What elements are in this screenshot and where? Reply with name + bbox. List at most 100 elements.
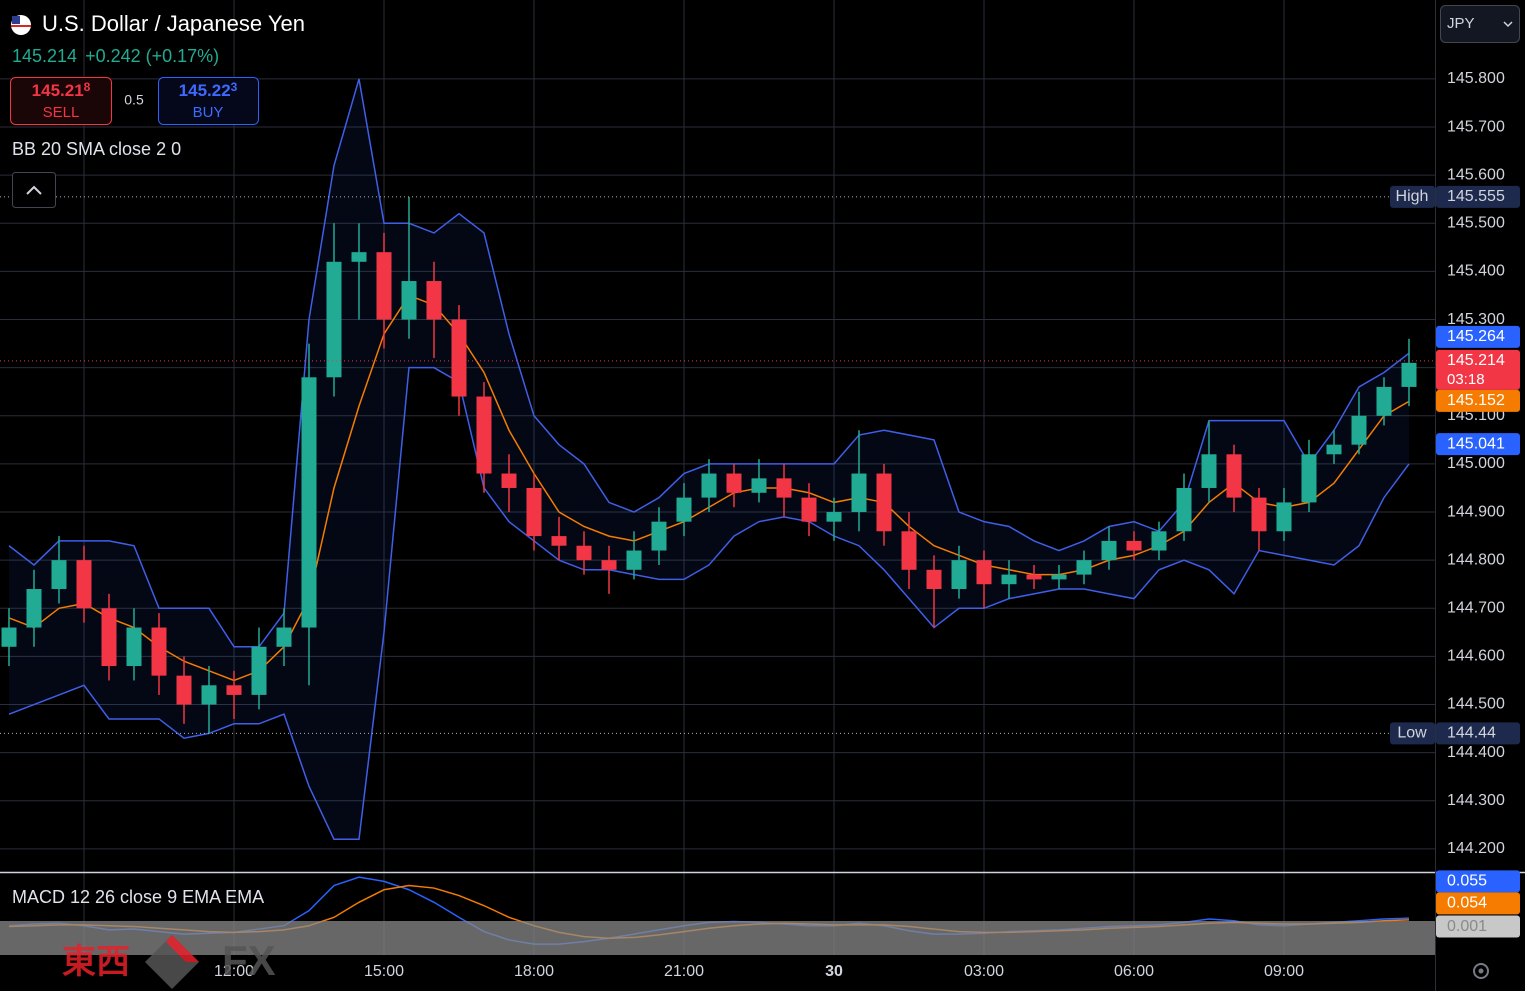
candle-body xyxy=(951,560,967,590)
candle-body xyxy=(851,473,867,513)
symbol-title: U.S. Dollar / Japanese Yen xyxy=(42,11,305,36)
macd-legend: MACD 12 26 close 9 EMA EMA xyxy=(12,887,264,907)
price-line-tag xyxy=(1390,722,1435,745)
axis-value: 145.152 xyxy=(1447,392,1505,409)
candle-body xyxy=(976,560,992,585)
price-change: +0.242 (+0.17%) xyxy=(85,46,219,66)
candle-body xyxy=(626,550,642,570)
sell-button[interactable] xyxy=(10,77,112,125)
axis-value: 145.041 xyxy=(1447,435,1505,452)
candle-body xyxy=(726,473,742,493)
grid xyxy=(0,0,1435,955)
watermark-latin: FX xyxy=(222,937,276,984)
sell-label[interactable]: SELL xyxy=(43,104,80,121)
y-tick-label: 144.800 xyxy=(1447,551,1505,568)
y-tick-label: 144.900 xyxy=(1447,503,1505,520)
candle-body xyxy=(1376,386,1392,416)
axis-value-box xyxy=(1436,870,1520,893)
candle-body xyxy=(326,261,342,378)
candle-body xyxy=(301,377,317,628)
candle-body xyxy=(1276,502,1292,532)
price-labels: High 145.555 Low 144.44 145.264 145.214 03:18 1… xyxy=(1390,185,1520,938)
sell-price[interactable]: 145.218 xyxy=(32,80,91,100)
sell-sup: 8 xyxy=(84,80,91,94)
plot xyxy=(1,78,1417,945)
candle-body xyxy=(751,478,767,493)
collapse-button[interactable] xyxy=(12,172,56,208)
y-tick-label: 145.700 xyxy=(1447,118,1505,135)
indicator-legend: BB 20 SMA close 2 0 xyxy=(12,139,181,159)
candle-body xyxy=(801,497,817,522)
axis-value: 0.001 xyxy=(1447,918,1487,935)
candle-body xyxy=(401,281,417,320)
countdown: 03:18 xyxy=(1447,371,1485,388)
candle-body xyxy=(101,608,117,667)
axis-value-box xyxy=(1436,389,1520,412)
candle-body xyxy=(26,589,42,628)
candle-body xyxy=(651,521,667,551)
price-line-value-box xyxy=(1436,185,1520,208)
chevron-icon xyxy=(26,185,42,195)
candle-body xyxy=(1076,560,1092,575)
header: U.S. Dollar / Japanese Yen 145.214 +0.242… xyxy=(10,5,1520,208)
candle-body xyxy=(151,627,167,676)
flag-stripe xyxy=(11,25,31,27)
y-tick-label: 144.400 xyxy=(1447,744,1505,761)
candle-body xyxy=(1001,574,1017,585)
x-tick-label: 06:00 xyxy=(1114,963,1154,980)
price-line-value: 145.555 xyxy=(1447,188,1505,205)
candle-body xyxy=(251,646,267,695)
price-line-label: Low xyxy=(1397,725,1427,742)
candle-body xyxy=(176,675,192,705)
candle-body xyxy=(826,512,842,522)
axes: 144.200 144.300 144.400 144.500 144.600 144.7… xyxy=(214,70,1505,980)
spread: 0.5 xyxy=(124,92,144,108)
candle-body xyxy=(1,627,17,647)
buy-price[interactable]: 145.223 xyxy=(179,80,238,100)
candle-body xyxy=(276,627,292,647)
axis-value: 0.054 xyxy=(1447,895,1487,912)
price-line: 145.214 +0.242 (+0.17%) xyxy=(12,46,219,66)
candle-body xyxy=(1101,540,1117,561)
axis-value-box xyxy=(1436,915,1520,938)
candle-body xyxy=(526,487,542,537)
candle-body xyxy=(1126,540,1142,551)
candle-body xyxy=(76,560,92,609)
dropdown-icon xyxy=(1503,21,1513,28)
price-line-value: 144.44 xyxy=(1447,725,1496,742)
candle-body xyxy=(676,497,692,522)
currency-select[interactable] xyxy=(1440,5,1520,43)
x-tick-label: 12:00 xyxy=(214,963,254,980)
bollinger-band xyxy=(8,366,1410,841)
gear[interactable] xyxy=(1473,963,1489,979)
x-tick-label: 03:00 xyxy=(964,963,1004,980)
price-line-label: High xyxy=(1396,188,1429,205)
buy-main: 145.22 xyxy=(179,81,231,100)
settings-icon[interactable] xyxy=(1473,963,1489,979)
candle-body xyxy=(1026,574,1042,580)
candle-body xyxy=(376,252,392,320)
buy-button[interactable] xyxy=(158,77,259,125)
y-tick-label: 145.000 xyxy=(1447,455,1505,472)
x-tick-label: 18:00 xyxy=(514,963,554,980)
candle-body xyxy=(926,569,942,590)
price-line-tag xyxy=(1390,185,1435,208)
y-tick-label: 145.500 xyxy=(1447,215,1505,232)
x-tick-label: 21:00 xyxy=(664,963,704,980)
candle-body xyxy=(576,545,592,561)
buy-label[interactable]: BUY xyxy=(193,104,224,121)
candle-body xyxy=(1351,415,1367,445)
candle-body xyxy=(876,473,892,532)
y-tick-label: 144.700 xyxy=(1447,600,1505,617)
candle-body xyxy=(426,281,442,320)
axis-value: 145.214 xyxy=(1447,352,1505,369)
x-tick-label: 30 xyxy=(825,963,843,980)
price-line-value-box xyxy=(1436,722,1520,745)
candle-body xyxy=(201,685,217,705)
flag-canton xyxy=(12,16,20,24)
candle-body xyxy=(1326,444,1342,455)
axis-value-box xyxy=(1436,325,1520,348)
candle-body xyxy=(1226,454,1242,498)
